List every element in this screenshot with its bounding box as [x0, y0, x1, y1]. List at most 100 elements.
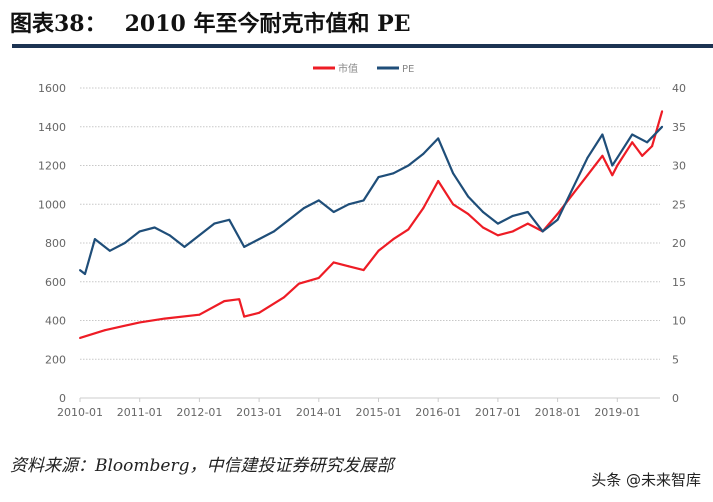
y-right-tick-label: 5	[672, 353, 679, 366]
data-point	[347, 265, 350, 268]
y-left-tick-label: 800	[45, 237, 66, 250]
data-point	[526, 211, 529, 213]
y-right-tick-label: 25	[672, 198, 686, 211]
data-point	[332, 211, 335, 213]
data-point	[332, 261, 335, 264]
y-right-tick-label: 0	[672, 392, 679, 405]
data-point	[631, 141, 634, 144]
data-point	[198, 234, 201, 237]
data-point	[616, 156, 619, 159]
data-point	[79, 269, 81, 272]
data-point	[163, 317, 166, 320]
data-point	[452, 172, 455, 175]
figure-title: 图表38： 2010 年至今耐克市值和 PE	[10, 6, 411, 38]
series-line-pe	[79, 126, 663, 276]
data-point	[601, 133, 604, 136]
data-point	[661, 110, 664, 113]
title-text: 2010 年至今耐克市值和 PE	[124, 11, 411, 37]
data-point	[223, 300, 226, 303]
data-point	[481, 211, 484, 213]
y-left-tick-label: 600	[45, 276, 66, 289]
data-point	[392, 238, 395, 241]
data-point	[317, 276, 320, 279]
data-point	[541, 230, 544, 233]
data-point	[317, 199, 320, 202]
x-tick-label: 2015-01	[356, 406, 402, 419]
data-point	[153, 226, 156, 229]
data-point	[631, 133, 634, 136]
y-right-tick-label: 40	[672, 82, 686, 95]
data-point	[258, 238, 261, 241]
chart: 0 200 400 600 800 1000 1200 1400 1600 0 5 10 15 20 25 3…	[38, 62, 686, 419]
data-point	[407, 164, 410, 167]
data-point	[392, 172, 395, 175]
y-right-tick-label: 30	[672, 160, 686, 173]
data-point	[238, 298, 241, 301]
data-point	[258, 311, 261, 314]
x-tick-label: 2018-01	[535, 406, 581, 419]
data-point	[452, 203, 455, 206]
y-right-tick-label: 15	[672, 276, 686, 289]
data-point	[93, 238, 96, 241]
x-tick-label: 2014-01	[296, 406, 342, 419]
y-left-tick-label: 1000	[38, 198, 66, 211]
data-point	[611, 174, 614, 177]
data-point	[437, 137, 440, 140]
data-point	[481, 226, 484, 229]
watermark: 头条 @未来智库	[591, 471, 701, 489]
data-point	[138, 321, 141, 324]
data-point	[511, 214, 514, 217]
x-tick-label: 2012-01	[176, 406, 222, 419]
data-point	[641, 154, 644, 157]
data-point	[646, 141, 649, 144]
data-point	[302, 207, 305, 210]
data-point	[362, 269, 365, 272]
data-point	[362, 199, 365, 202]
data-point	[611, 164, 614, 167]
data-point	[228, 218, 231, 221]
data-point	[422, 152, 425, 155]
data-point	[79, 336, 81, 339]
data-point	[297, 282, 300, 285]
data-point	[123, 242, 126, 244]
data-point	[282, 296, 285, 299]
y-left-tick-label: 400	[45, 315, 66, 328]
data-point	[511, 230, 514, 233]
data-point	[586, 174, 589, 177]
title-rule	[12, 44, 713, 48]
data-point	[467, 195, 470, 198]
data-point	[377, 249, 380, 252]
legend-label: PE	[402, 64, 414, 75]
data-point	[377, 176, 380, 179]
data-point	[243, 245, 246, 248]
data-point	[138, 230, 141, 233]
x-tick-label: 2017-01	[475, 406, 521, 419]
data-point	[198, 313, 201, 316]
data-point	[661, 125, 664, 128]
x-tick-label: 2019-01	[594, 406, 640, 419]
data-point	[616, 164, 619, 167]
data-point	[496, 222, 499, 225]
data-point	[287, 218, 290, 221]
data-point	[651, 145, 654, 148]
x-tick-label: 2016-01	[415, 406, 461, 419]
data-point	[437, 180, 440, 182]
data-point	[347, 203, 350, 206]
x-tick-label: 2013-01	[236, 406, 282, 419]
data-point	[103, 329, 106, 332]
y-left-tick-label: 1200	[38, 160, 66, 173]
y-left-tick-label: 1600	[38, 82, 66, 95]
data-point	[407, 228, 410, 231]
data-point	[526, 222, 529, 225]
data-point	[422, 207, 425, 210]
figure-label: 图表38：	[10, 11, 107, 37]
data-point	[243, 315, 246, 318]
data-point	[496, 234, 499, 237]
data-point	[571, 187, 574, 190]
data-point	[168, 234, 171, 237]
data-point	[273, 230, 276, 233]
x-tick-label: 2011-01	[117, 406, 163, 419]
x-tick-label: 2010-01	[57, 406, 103, 419]
y-right-tick-label: 20	[672, 237, 686, 250]
data-point	[586, 156, 589, 159]
